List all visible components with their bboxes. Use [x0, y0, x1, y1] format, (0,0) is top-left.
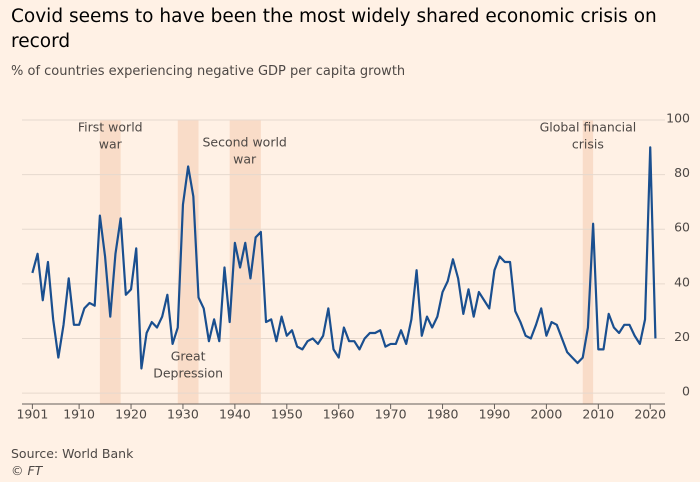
annotation: First world	[78, 120, 143, 135]
chart-title: Covid seems to have been the most widely…	[11, 6, 657, 52]
x-tick-label: 1940	[219, 407, 251, 422]
x-tick-label: 1970	[375, 407, 407, 422]
credit: © FT	[11, 463, 43, 478]
shaded-period	[582, 120, 594, 404]
x-tick-label: 1990	[479, 407, 511, 422]
x-tick-label: 1930	[167, 407, 199, 422]
y-tick-label: 0	[682, 384, 690, 399]
y-tick-label: 20	[674, 329, 690, 344]
annotation: Great	[171, 349, 206, 364]
x-tick-label: 1950	[271, 407, 303, 422]
annotation: war	[233, 152, 257, 167]
y-tick-label: 80	[674, 165, 690, 180]
shaded-period	[229, 120, 261, 404]
x-tick-label: 1910	[63, 407, 95, 422]
data-line	[31, 146, 657, 370]
y-tick-label: 40	[674, 274, 690, 289]
x-tick-label: 1920	[115, 407, 147, 422]
source: Source: World Bank	[11, 446, 134, 461]
x-tick-label: 1960	[323, 407, 355, 422]
x-tick-label: 2010	[582, 407, 614, 422]
y-tick-label: 60	[674, 220, 690, 235]
annotation: war	[99, 137, 123, 152]
chart-subtitle: % of countries experiencing negative GDP…	[11, 64, 406, 79]
x-tick-label: 2020	[634, 407, 666, 422]
y-tick-label: 100	[666, 111, 690, 126]
annotation: Global financial	[540, 120, 637, 135]
shaded-period	[99, 120, 121, 404]
annotation: Second world	[202, 135, 286, 150]
x-tick-label: 1901	[16, 407, 48, 422]
annotation: crisis	[572, 137, 604, 152]
annotation: Depression	[153, 366, 223, 381]
x-tick-label: 2000	[530, 407, 562, 422]
x-tick-label: 1980	[427, 407, 459, 422]
